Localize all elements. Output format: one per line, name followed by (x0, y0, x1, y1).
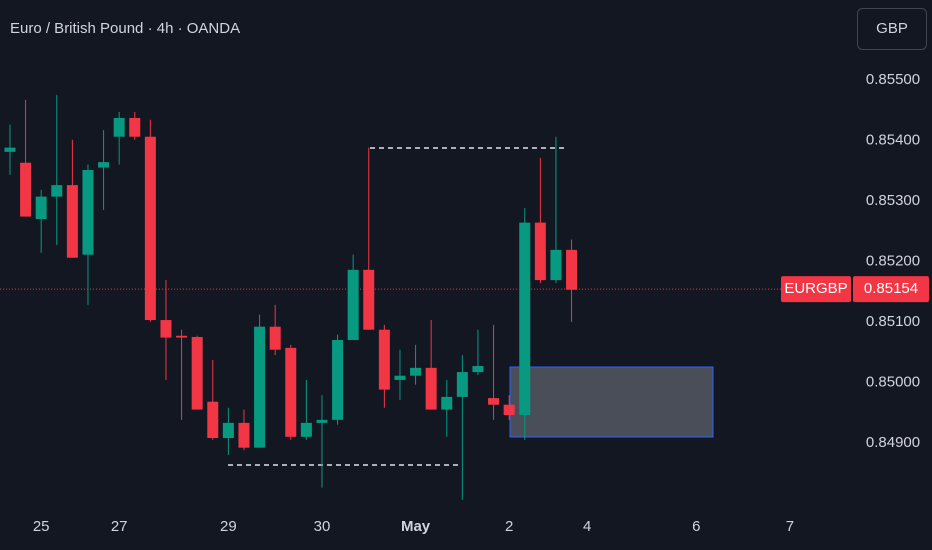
candle-body (51, 185, 63, 197)
candle-body (35, 196, 47, 220)
y-tick-label: 0.85100 (866, 313, 920, 330)
candle-body (550, 249, 562, 281)
zone-box (509, 366, 714, 438)
candle-body (378, 329, 390, 390)
candle-body (207, 401, 219, 439)
candle-body (300, 422, 312, 437)
candle-body (316, 419, 328, 423)
candle-body (176, 335, 188, 338)
candle-body (4, 147, 16, 152)
candle-body (566, 249, 578, 290)
candle-body (144, 136, 156, 321)
y-tick-label: 0.84900 (866, 434, 920, 451)
candle-body (129, 117, 141, 137)
last-price-label: 0.85154 (864, 280, 918, 297)
candle-body (534, 222, 546, 281)
candle-body (441, 396, 453, 410)
x-tick-label: 30 (314, 518, 331, 535)
y-tick-label: 0.85000 (866, 373, 920, 390)
candle-body (503, 404, 515, 416)
y-tick-label: 0.85200 (866, 252, 920, 269)
candle-body (347, 269, 359, 340)
candle-body (98, 162, 110, 168)
candle-body (425, 367, 437, 410)
candle-body (394, 375, 406, 380)
candle-body (82, 170, 94, 255)
candle-body (488, 398, 500, 405)
chart-title: Euro / British Pound · 4h · OANDA (10, 20, 240, 37)
x-tick-label: 7 (786, 518, 794, 535)
candle-body (363, 269, 375, 330)
candle-body (269, 326, 281, 350)
x-tick-label: May (401, 518, 431, 535)
candle-body (254, 326, 266, 448)
candle-body (519, 222, 531, 416)
x-tick-label: 2 (505, 518, 513, 535)
candle-body (66, 185, 78, 258)
y-tick-label: 0.85500 (866, 71, 920, 88)
candle-body (113, 117, 125, 137)
x-tick-label: 6 (692, 518, 700, 535)
candle-body (332, 340, 344, 420)
candle-body (222, 422, 234, 439)
last-price-tag (853, 276, 929, 303)
x-tick-label: 27 (111, 518, 128, 535)
y-tick-label: 0.85300 (866, 192, 920, 209)
symbol-label: EURGBP (784, 280, 847, 297)
candle-body (456, 372, 468, 397)
candle-body (20, 162, 32, 217)
candle-body (238, 422, 250, 448)
candle-body (285, 347, 297, 437)
candle-body (410, 367, 422, 376)
candle-body (191, 336, 203, 410)
symbol-tag (781, 276, 851, 303)
x-tick-label: 29 (220, 518, 237, 535)
y-tick-label: 0.85400 (866, 131, 920, 148)
x-tick-label: 4 (583, 518, 591, 535)
currency-label[interactable]: GBP (876, 20, 908, 37)
x-tick-label: 25 (33, 518, 50, 535)
candle-body (472, 366, 484, 373)
currency-button[interactable] (857, 8, 927, 50)
candle-body (160, 320, 172, 338)
